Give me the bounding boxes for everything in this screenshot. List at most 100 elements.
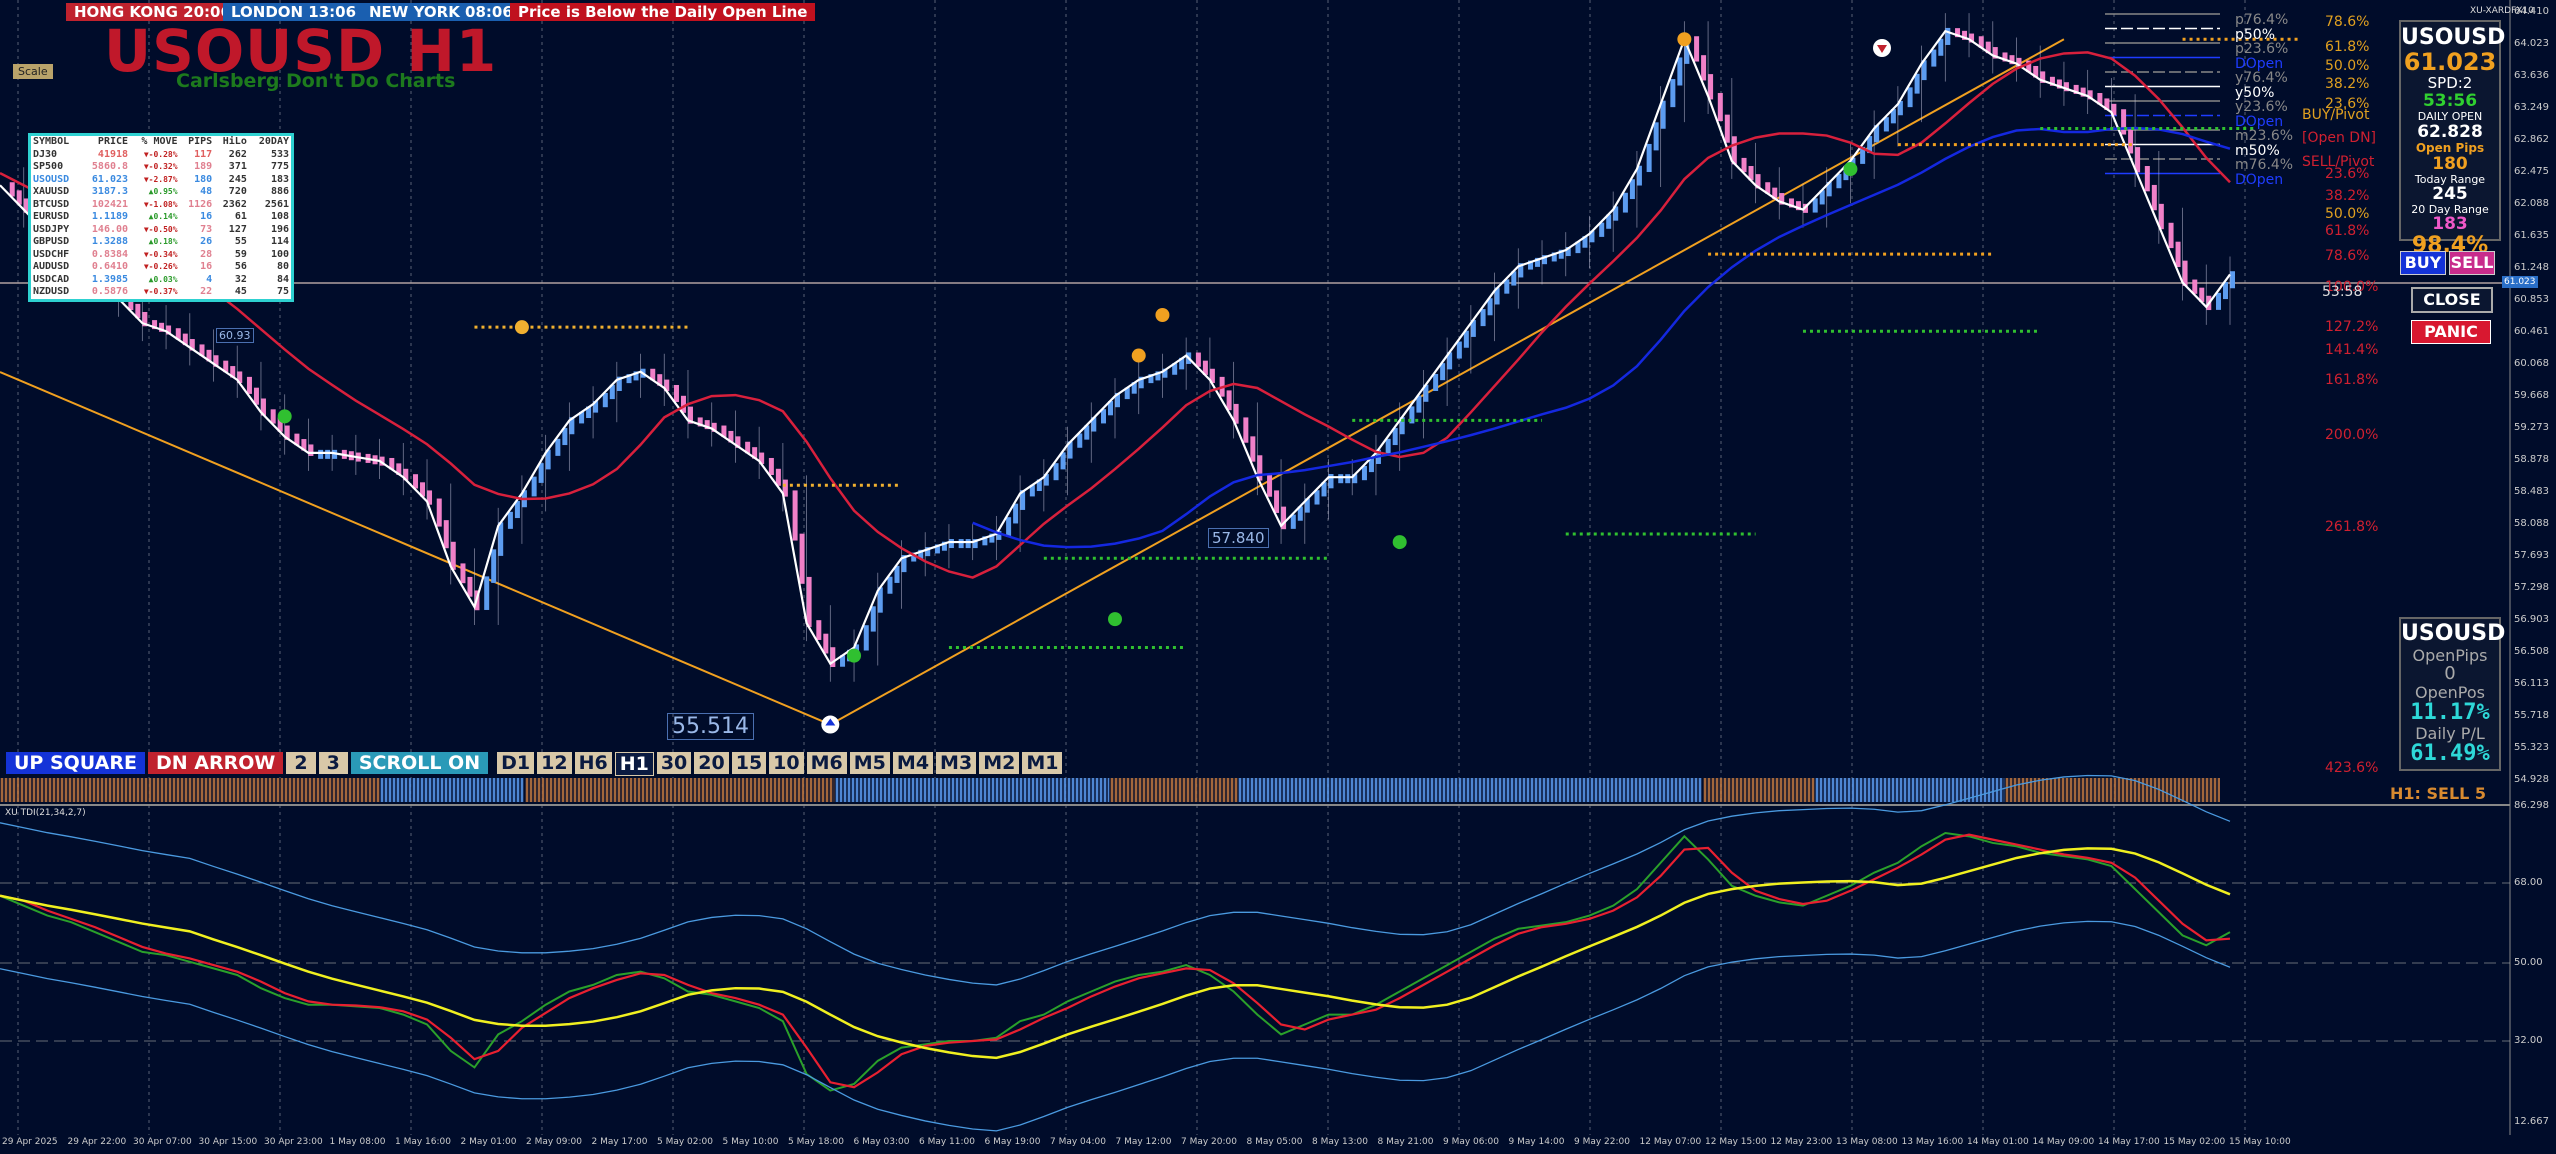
table-cell: 114 (270, 236, 289, 247)
timeframe-button-20[interactable]: 20 (694, 752, 729, 774)
candle (1606, 214, 1612, 229)
daily-open-label: DAILY OPEN (2417, 110, 2483, 123)
mode-button[interactable]: 3 (318, 752, 348, 774)
timeframe-button-m5[interactable]: M5 (849, 752, 890, 774)
candle (1115, 392, 1120, 408)
fib-level-label: 127.2% (2325, 319, 2379, 335)
candle (1945, 27, 1951, 45)
price-tick: 64.410 (2514, 6, 2549, 17)
table-cell: 55 (234, 236, 247, 247)
swing-marker (514, 320, 529, 335)
candle (1345, 474, 1351, 484)
new-york-clock: NEW YORK 08:06 (361, 3, 521, 21)
timeframe-button-m2[interactable]: M2 (979, 752, 1020, 774)
table-row[interactable]: USOUSD 61.023 ▼-2.87% 180 245 183 (31, 174, 291, 187)
fib-level-label: 38.2% (2325, 188, 2370, 204)
daily-pl-value: 61.49% (2410, 741, 2490, 766)
oscillator-label: XU TDI(21,34,2,7) (5, 808, 86, 818)
timeframe-button-m1[interactable]: M1 (1022, 752, 1063, 774)
candle (1131, 382, 1137, 394)
candle (2080, 87, 2086, 97)
swing-marker (277, 409, 292, 424)
table-cell: ▲0.03% (148, 274, 178, 284)
table-cell: USDJPY (33, 223, 70, 235)
table-cell: 2362 (222, 198, 247, 210)
candle (379, 456, 385, 466)
sell-button[interactable]: SELL (2449, 251, 2495, 275)
time-tick: 7 May 12:00 (1115, 1137, 1172, 1147)
candle (1582, 236, 1588, 248)
table-row[interactable]: SP500 5860.8 ▼-0.32% 189 371 775 (31, 161, 291, 174)
timeframe-button-d1[interactable]: D1 (497, 752, 535, 774)
price-tick: 61.248 (2514, 262, 2549, 273)
candle (301, 439, 307, 451)
mode-button[interactable]: DN ARROW (147, 752, 284, 774)
panel-price: 61.023 (2403, 48, 2497, 76)
candle (277, 417, 283, 432)
candle (1511, 271, 1517, 286)
price-tick: 60.853 (2514, 294, 2549, 305)
timeframe-button-h6[interactable]: H6 (574, 752, 612, 774)
candle (1433, 373, 1439, 391)
candle (901, 555, 907, 573)
time-tick: 14 May 01:00 (1967, 1137, 2029, 1147)
mode-button[interactable]: UP SQUARE (6, 752, 145, 774)
table-row[interactable]: DJ30 41918 ▼-0.28% 117 262 533 (31, 149, 291, 162)
table-cell: 56 (234, 261, 247, 272)
table-cell: USOUSD (33, 173, 70, 185)
buy-button[interactable]: BUY (2400, 251, 2446, 275)
timeframe-button-30[interactable]: 30 (656, 752, 692, 774)
table-row[interactable]: USDCAD 1.3985 ▲0.03% 4 32 84 (31, 274, 291, 287)
candle (1020, 490, 1026, 510)
candle (1613, 206, 1619, 221)
candle (2033, 65, 2039, 78)
candle (1470, 319, 1476, 337)
candle (1992, 47, 1998, 59)
candle (270, 409, 276, 424)
candle (1124, 387, 1130, 400)
table-row[interactable]: EURUSD 1.1189 ▲0.14% 16 61 108 (31, 211, 291, 224)
timeframe-button-m6[interactable]: M6 (806, 752, 847, 774)
table-row[interactable]: NZDUSD 0.5876 ▼-0.37% 22 45 75 (31, 286, 291, 299)
up-arrow-icon (825, 718, 836, 726)
candle (2216, 292, 2221, 310)
time-tick: 8 May 21:00 (1377, 1137, 1434, 1147)
candle (1670, 79, 1676, 108)
table-cell: 73 (200, 223, 213, 235)
candle (1867, 136, 1873, 154)
candle (2199, 287, 2205, 302)
candle (1209, 368, 1215, 384)
candle (1162, 368, 1168, 378)
timeframe-button-h1[interactable]: H1 (614, 752, 654, 776)
timeframe-button-15[interactable]: 15 (731, 752, 767, 774)
candle (1779, 193, 1785, 205)
timeframe-button-10[interactable]: 10 (769, 752, 804, 774)
table-row[interactable]: USDJPY 146.00 ▼-0.50% 73 127 196 (31, 224, 291, 237)
open-pos-value: 11.17% (2410, 700, 2490, 725)
candle (609, 384, 615, 400)
time-tick: 12 May 23:00 (1770, 1137, 1833, 1147)
candle (687, 406, 693, 424)
scale-button[interactable]: Scale (13, 64, 53, 79)
table-cell: USDCHF (33, 248, 70, 260)
price-tick: 61.635 (2514, 230, 2549, 241)
down-arrow-icon (1877, 45, 1887, 53)
timeframe-button-m4[interactable]: M4 (892, 752, 934, 774)
candle (1226, 390, 1232, 411)
table-row[interactable]: BTCUSD 102421 ▼-1.08% 1126 2362 2561 (31, 199, 291, 212)
mode-button[interactable]: 2 (286, 752, 316, 774)
table-row[interactable]: AUDUSD 0.6410 ▼-0.26% 16 56 80 (31, 261, 291, 274)
timeframe-button-12[interactable]: 12 (537, 752, 572, 774)
panic-button[interactable]: PANIC (2411, 320, 2491, 344)
table-row[interactable]: GBPUSD 1.3288 ▲0.18% 26 55 114 (31, 236, 291, 249)
low-price-annotation: 55.514 (667, 713, 754, 740)
close-button[interactable]: CLOSE (2411, 287, 2493, 313)
mode-button[interactable]: SCROLL ON (350, 752, 489, 774)
candle (175, 328, 181, 340)
table-row[interactable]: USDCHF 0.8384 ▼-0.34% 28 59 100 (31, 249, 291, 262)
candle (1091, 417, 1097, 432)
timeframe-button-m3[interactable]: M3 (936, 752, 977, 774)
table-row[interactable]: XAUUSD 3187.3 ▲0.95% 48 720 886 (31, 186, 291, 199)
candle (2002, 52, 2008, 62)
